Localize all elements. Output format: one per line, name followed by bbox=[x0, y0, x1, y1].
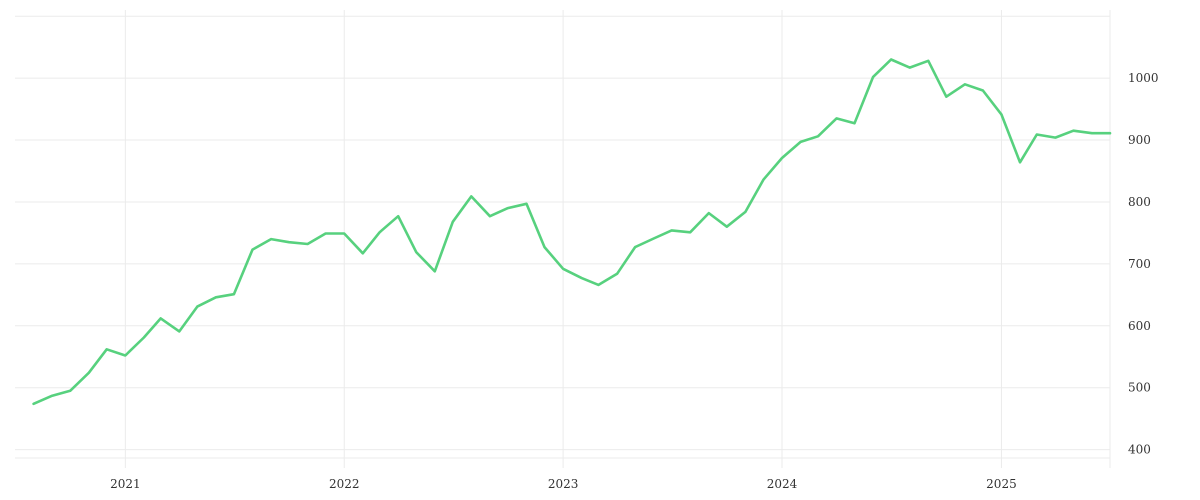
y-axis-tick-labels: 400 500 600 700 800 900 1000 bbox=[1128, 71, 1159, 457]
x-gridlines bbox=[15, 10, 1110, 468]
y-tick-label: 400 bbox=[1128, 443, 1151, 457]
y-tick-label: 700 bbox=[1128, 257, 1151, 271]
y-tick-label: 1000 bbox=[1128, 71, 1159, 85]
x-tick-label: 2023 bbox=[548, 477, 579, 491]
series-layer bbox=[32, 58, 1112, 406]
x-tick-label: 2024 bbox=[767, 477, 798, 491]
y-tick-label: 900 bbox=[1128, 133, 1151, 147]
y-gridlines bbox=[15, 10, 1111, 468]
y-tick-label: 500 bbox=[1128, 381, 1151, 395]
x-tick-label: 2022 bbox=[329, 477, 360, 491]
x-tick-label: 2021 bbox=[110, 477, 141, 491]
y-tick-label: 600 bbox=[1128, 319, 1151, 333]
y-tick-label: 800 bbox=[1128, 195, 1151, 209]
x-tick-label: 2025 bbox=[986, 477, 1017, 491]
series-line bbox=[32, 58, 1112, 406]
x-axis-tick-labels: 2021 2022 2023 2024 2025 bbox=[110, 477, 1017, 491]
